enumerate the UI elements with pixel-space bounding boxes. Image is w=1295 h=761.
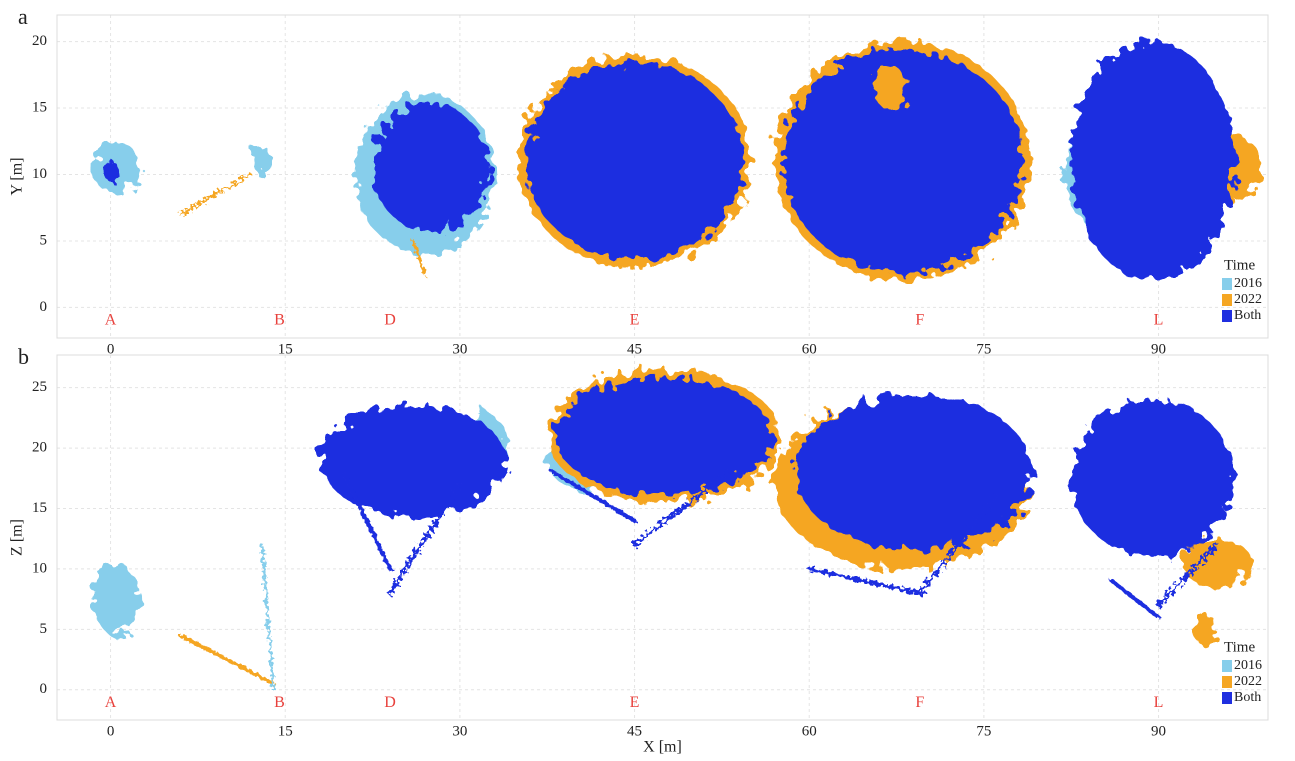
crown	[1071, 400, 1234, 557]
legend-swatch	[1222, 660, 1232, 672]
y-tick-label: 20	[32, 33, 47, 49]
crown	[320, 405, 506, 516]
tree-label: D	[384, 311, 396, 328]
branch	[180, 175, 250, 215]
crown	[1071, 42, 1234, 281]
branch	[1112, 581, 1159, 617]
crown	[373, 104, 489, 232]
x-tick-label: 45	[627, 723, 642, 739]
crown	[873, 67, 908, 110]
crown	[253, 145, 272, 177]
panel: 0 15 30 45 60 75 90 0 5 10 15 20 25b Z [m] X [m] A B D E F L…	[9, 344, 1268, 756]
legend-label: 2022	[1234, 674, 1262, 689]
tree-label: A	[105, 311, 117, 328]
y-tick-label: 15	[32, 99, 47, 115]
y-tick-label: 20	[32, 440, 47, 456]
legend-swatch	[1222, 676, 1232, 688]
legend-label: Both	[1234, 690, 1261, 705]
x-tick-label: 15	[278, 723, 293, 739]
crown	[795, 395, 1033, 550]
tree-label: F	[915, 311, 924, 328]
x-tick-label: 0	[107, 723, 115, 739]
x-tick-label: 60	[802, 723, 817, 739]
y-tick-label: 10	[32, 166, 47, 182]
panel-letter: b	[18, 344, 29, 369]
y-tick-label: 15	[32, 500, 47, 516]
tree-label: A	[105, 694, 117, 711]
crown	[104, 160, 118, 181]
legend-title: Time	[1224, 639, 1255, 655]
figure: 015304560759005101520aY [m]ABDEFLTime201…	[0, 0, 1295, 761]
branch	[262, 545, 274, 690]
x-axis-label: X [m]	[643, 739, 682, 756]
legend-label: 2016	[1234, 658, 1262, 673]
x-tick-label: 90	[1151, 723, 1166, 739]
y-tick-label: 10	[32, 560, 47, 576]
tree-label: E	[630, 694, 640, 711]
legend-swatch	[1222, 310, 1232, 322]
tree-label: B	[274, 694, 285, 711]
legend-label: 2022	[1234, 292, 1262, 307]
crown	[555, 377, 772, 495]
branch	[180, 635, 273, 683]
tree-point-clouds	[93, 370, 1252, 690]
tree-label: F	[915, 694, 924, 711]
tree-label: L	[1154, 311, 1164, 328]
x-tick-label: 75	[976, 723, 991, 739]
legend-swatch	[1222, 692, 1232, 704]
y-axis-label: Y [m]	[9, 157, 26, 195]
y-tick-label: 0	[40, 299, 48, 315]
crown	[93, 563, 140, 636]
y-tick-label: 5	[40, 232, 48, 248]
tree-label: D	[384, 694, 396, 711]
tree-label: E	[630, 311, 640, 328]
tree-point-clouds	[93, 42, 1263, 281]
tree-label: B	[274, 311, 285, 328]
y-tick-label: 5	[40, 621, 48, 637]
crown	[526, 63, 743, 260]
legend-label: 2016	[1234, 276, 1262, 291]
legend-swatch	[1222, 278, 1232, 290]
y-axis-label: Z [m]	[9, 519, 26, 556]
legend-label: Both	[1234, 308, 1261, 323]
x-tick-label: 30	[452, 723, 467, 739]
y-tick-label: 25	[32, 379, 47, 395]
panel-letter: a	[18, 4, 28, 29]
tree-label: L	[1154, 694, 1164, 711]
y-tick-label: 0	[40, 681, 48, 697]
branch	[809, 569, 920, 593]
crown	[1193, 614, 1216, 645]
legend-swatch	[1222, 294, 1232, 306]
legend-title: Time	[1224, 257, 1255, 273]
